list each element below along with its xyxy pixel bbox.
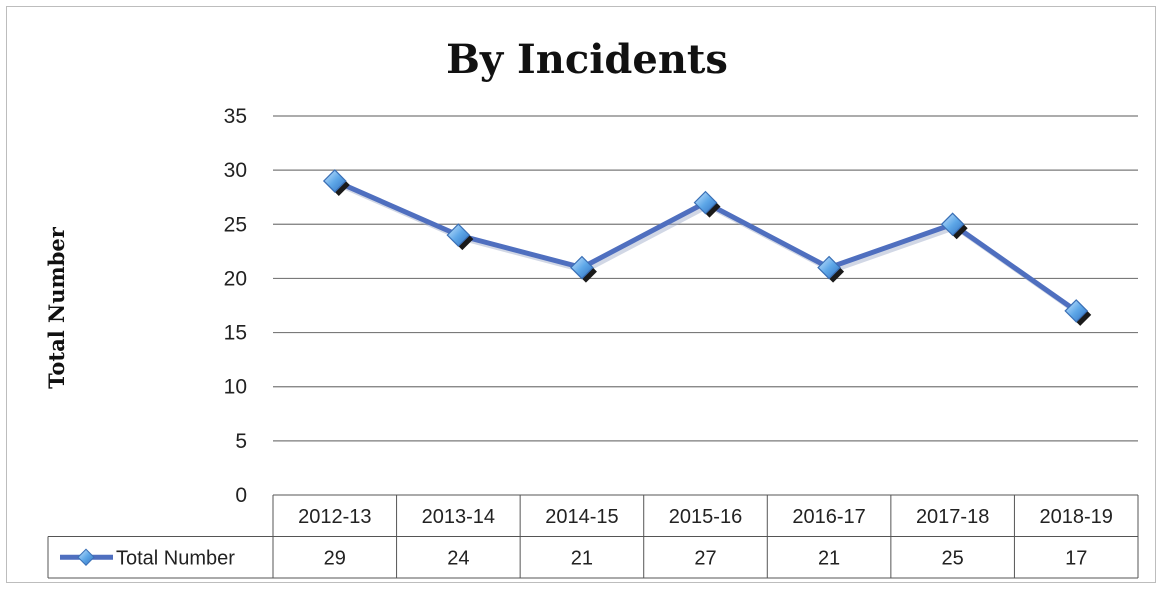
x-tick-label: 2012-13 bbox=[298, 506, 371, 528]
data-table-value: 21 bbox=[818, 547, 840, 569]
y-tick-label: 10 bbox=[224, 376, 247, 399]
y-axis-label: Total Number bbox=[44, 226, 69, 389]
data-point bbox=[817, 255, 841, 280]
y-tick-label: 0 bbox=[235, 484, 247, 507]
gridlines bbox=[273, 115, 1138, 442]
x-tick-label: 2017-18 bbox=[916, 506, 989, 528]
data-point bbox=[570, 255, 594, 280]
y-tick-label: 30 bbox=[224, 159, 247, 182]
data-table-value: 25 bbox=[942, 547, 964, 569]
data-point bbox=[446, 223, 471, 247]
data-table-value: 29 bbox=[324, 547, 346, 569]
data-table: 2012-13 2013-14 2014-15 2015-16 2016-17 2017-… bbox=[47, 494, 1139, 579]
data-table-value: 27 bbox=[694, 547, 716, 569]
legend-marker bbox=[77, 548, 95, 566]
data-point bbox=[940, 212, 965, 237]
data-point bbox=[1064, 299, 1089, 323]
y-tick-label: 35 bbox=[224, 105, 247, 128]
chart-title: By Incidents bbox=[446, 36, 728, 83]
x-tick-label: 2014-15 bbox=[545, 506, 618, 528]
data-table-value: 17 bbox=[1065, 547, 1087, 569]
series-group bbox=[322, 169, 1092, 326]
x-tick-label: 2016-17 bbox=[792, 506, 865, 528]
y-tick-label: 20 bbox=[224, 267, 247, 290]
chart-frame bbox=[6, 6, 1156, 583]
y-tick-label: 25 bbox=[224, 213, 247, 236]
y-tick-labels: 0 5 10 15 20 25 30 35 bbox=[224, 105, 247, 507]
y-tick-label: 5 bbox=[235, 430, 247, 453]
data-table-value: 24 bbox=[447, 547, 469, 569]
data-point bbox=[693, 190, 718, 215]
x-tick-label: 2018-19 bbox=[1040, 506, 1113, 528]
data-point bbox=[322, 169, 347, 193]
x-tick-label: 2015-16 bbox=[669, 506, 742, 528]
y-tick-label: 15 bbox=[224, 322, 247, 345]
data-table-value: 21 bbox=[571, 547, 593, 569]
x-tick-label: 2013-14 bbox=[422, 506, 495, 528]
legend-label: Total Number bbox=[116, 547, 235, 569]
